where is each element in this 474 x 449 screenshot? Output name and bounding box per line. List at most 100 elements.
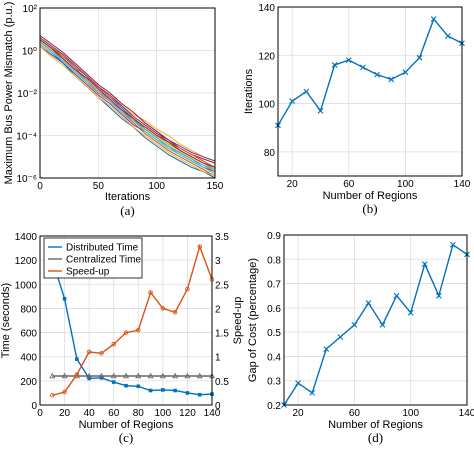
x-tick-label: 40: [84, 408, 96, 419]
y-right-tick-label: 2: [215, 304, 221, 315]
x-tick-label: 0: [37, 408, 43, 419]
data-point: [50, 393, 55, 398]
data-point: [402, 69, 409, 76]
x-tick-label: 60: [343, 179, 355, 190]
series-line: [277, 17, 463, 126]
marker-stroke: [331, 62, 338, 68]
marker-stroke: [374, 71, 380, 78]
y-right-tick-label: 1.5: [215, 329, 229, 340]
y-right-tick-label: 2.5: [215, 280, 229, 291]
x-tick-label: 120: [179, 408, 196, 419]
panel-label-a: (a): [120, 203, 134, 218]
series-line: [39, 37, 216, 162]
y-tick-label: 0.9: [267, 231, 281, 242]
data-point: [295, 380, 301, 387]
plot-frame-b: [277, 6, 463, 177]
data-point: [323, 346, 330, 353]
data-point: [160, 306, 166, 311]
y-tick-label: 0.4: [267, 352, 281, 363]
y-tick-label: 0.8: [267, 255, 281, 266]
y-tick-label: 10⁰: [22, 47, 37, 58]
marker-stroke: [345, 57, 352, 64]
data-point: [331, 62, 338, 68]
y-tick-label: 140: [258, 3, 275, 14]
x-tick-label: 100: [148, 181, 165, 192]
y-axis-label: Time (seconds): [0, 283, 12, 358]
data-point: [98, 372, 105, 379]
y-tick-label: 10²: [23, 4, 38, 15]
marker-stroke: [365, 300, 372, 306]
panel-label-c: (c): [119, 430, 133, 445]
plot-frame-c: [39, 235, 213, 406]
x-tick-label: 50: [93, 181, 105, 192]
y-tick-label: 1200: [15, 256, 38, 267]
data-point: [430, 16, 437, 22]
marker-stroke: [444, 33, 451, 39]
data-point: [393, 292, 400, 299]
data-point: [185, 286, 190, 292]
x-tick-label: 100: [155, 408, 172, 419]
plot-frame-a: [39, 7, 216, 179]
data-point: [309, 389, 316, 396]
data-point: [407, 309, 414, 316]
data-point: [136, 327, 141, 333]
data-point: [110, 372, 117, 379]
data-point: [196, 372, 203, 379]
y-right-tick-label: 3: [215, 256, 221, 267]
y-right-tick-label: 0.5: [215, 377, 229, 388]
marker-stroke: [402, 69, 409, 76]
data-point: [317, 107, 324, 114]
y-tick-label: 80: [264, 148, 276, 159]
y-right-tick-label: 1: [215, 353, 221, 364]
x-tick-label: 60: [349, 408, 361, 419]
marker-stroke: [379, 321, 386, 328]
marker-stroke: [295, 380, 301, 387]
y-tick-label: 0: [31, 401, 37, 412]
marker-stroke: [323, 346, 330, 353]
y-tick-label: 10⁻²: [17, 89, 37, 100]
data-point: [75, 357, 79, 361]
y-tick-label: 10⁻⁴: [16, 132, 37, 143]
series-line: [39, 35, 216, 164]
marker-stroke: [450, 241, 456, 248]
y-axis-label: Iterations: [243, 68, 255, 114]
marker-stroke: [430, 16, 437, 22]
y-tick-label: 1000: [15, 280, 38, 291]
marker-stroke: [421, 261, 428, 268]
series-line: [52, 244, 213, 396]
data-point: [61, 372, 68, 379]
y-tick-label: 0.3: [267, 377, 281, 388]
x-axis-label: Number of Regions: [323, 190, 418, 202]
data-point: [197, 392, 202, 397]
data-point: [99, 351, 104, 356]
y-tick-label: 600: [20, 329, 37, 340]
x-tick-label: 20: [59, 408, 71, 419]
data-point: [172, 372, 179, 379]
series-line: [39, 43, 216, 179]
data-point: [435, 292, 442, 299]
data-point: [416, 54, 423, 61]
series-line: [39, 45, 216, 177]
data-point: [123, 372, 129, 379]
marker-stroke: [289, 98, 296, 105]
x-tick-label: 150: [207, 181, 224, 192]
y-right-axis-label: Speed-up: [232, 297, 244, 345]
y-axis-label: Gap of Cost (percentage): [247, 258, 259, 382]
x-tick-label: 80: [133, 408, 145, 419]
x-tick-label: 0: [37, 181, 43, 192]
marker-stroke: [388, 76, 395, 83]
data-point: [197, 244, 202, 249]
data-point: [148, 290, 153, 295]
x-tick-label: 20: [293, 408, 305, 419]
marker-stroke: [435, 292, 442, 299]
y-right-tick-label: 0: [215, 401, 221, 412]
y-tick-label: 1400: [15, 232, 38, 243]
data-point: [86, 349, 92, 355]
x-tick-label: 100: [397, 179, 414, 190]
legend-label: Centralized Time: [66, 255, 141, 266]
data-point: [184, 372, 191, 379]
y-tick-label: 10⁻⁶: [16, 174, 37, 185]
y-tick-label: 0.7: [267, 280, 281, 291]
